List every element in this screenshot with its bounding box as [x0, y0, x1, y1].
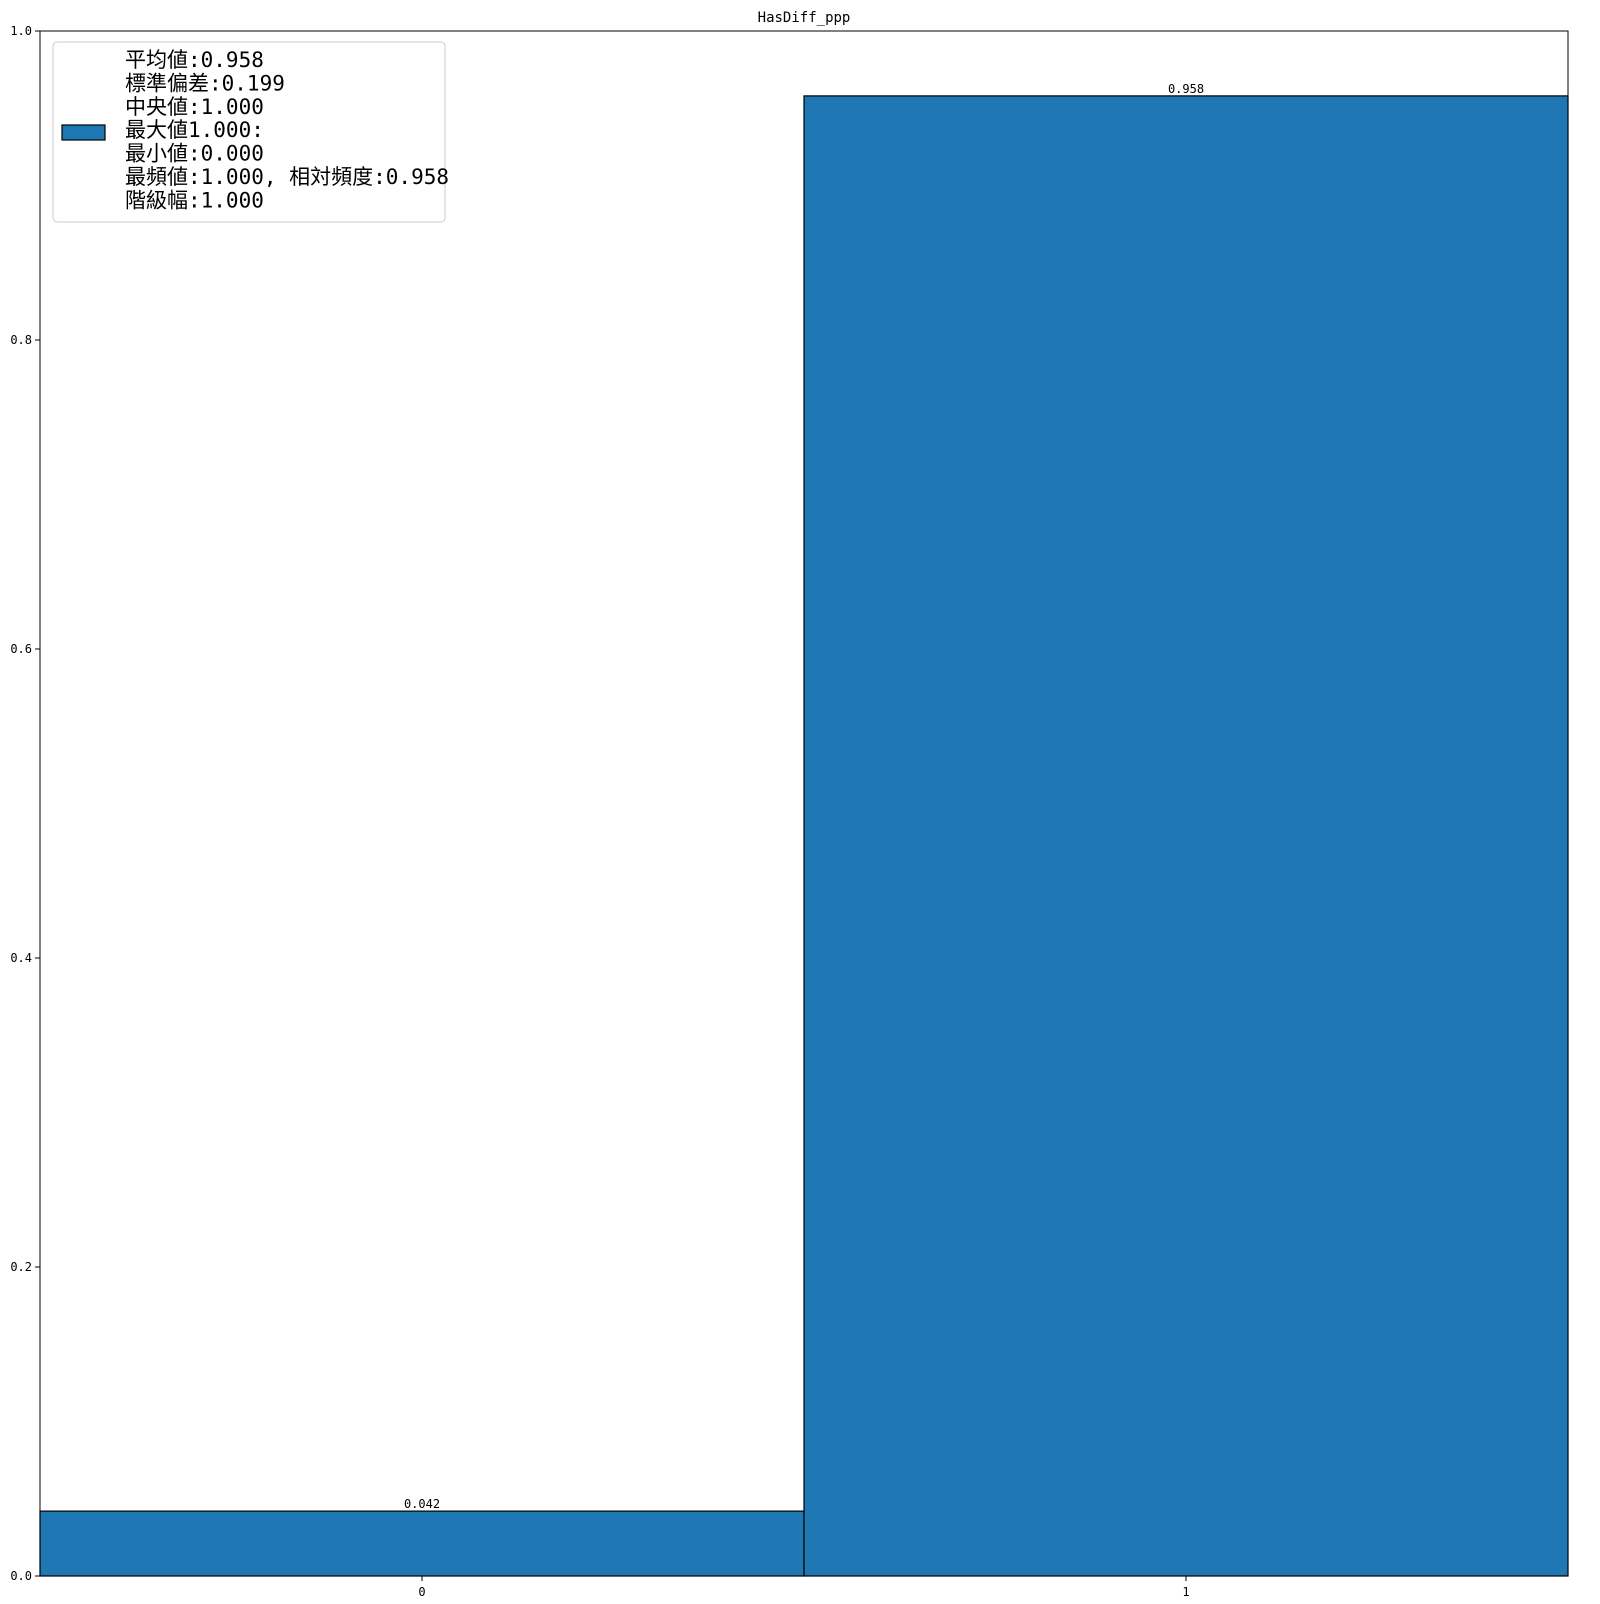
chart-title: HasDiff_ppp	[758, 10, 851, 26]
legend-swatch	[61, 124, 106, 141]
bar-labels-group: 0.042 0.958	[404, 82, 1204, 1511]
legend-stat-line: 平均値:0.958	[125, 48, 264, 72]
x-tick-label: 0	[418, 1585, 425, 1599]
plot-frame	[39, 30, 1569, 1577]
bar-value-label-1: 0.958	[1168, 82, 1204, 96]
legend-stat-line: 最頻値:1.000, 相対頻度:0.958	[125, 165, 449, 189]
legend-stat-line: 標準偏差:0.199	[125, 71, 285, 95]
y-tick-label: 0.0	[10, 1569, 32, 1583]
y-axis: 0.0 0.2 0.4 0.6 0.8 1.0	[10, 24, 40, 1583]
y-tick-label: 0.8	[10, 333, 32, 347]
legend-stat-line: 最小値:0.000	[125, 142, 264, 166]
bars-group	[39, 95, 1569, 1577]
legend-box	[52, 41, 446, 223]
legend: 平均値:0.958標準偏差:0.199中央値:1.000最大値1.000:最小値…	[52, 41, 449, 223]
y-tick-label: 0.2	[10, 1260, 32, 1274]
legend-stat-line: 階級幅:1.000	[125, 188, 264, 212]
bar-0	[39, 1510, 805, 1577]
bar-value-label-0: 0.042	[404, 1497, 440, 1511]
y-tick-label: 1.0	[10, 24, 32, 38]
bar-1	[803, 95, 1569, 1577]
legend-stat-line: 中央値:1.000	[125, 95, 264, 119]
x-tick-label: 1	[1182, 1585, 1189, 1599]
legend-stat-line: 最大値1.000:	[125, 118, 264, 142]
y-tick-label: 0.6	[10, 642, 32, 656]
y-tick-label: 0.4	[10, 951, 32, 965]
